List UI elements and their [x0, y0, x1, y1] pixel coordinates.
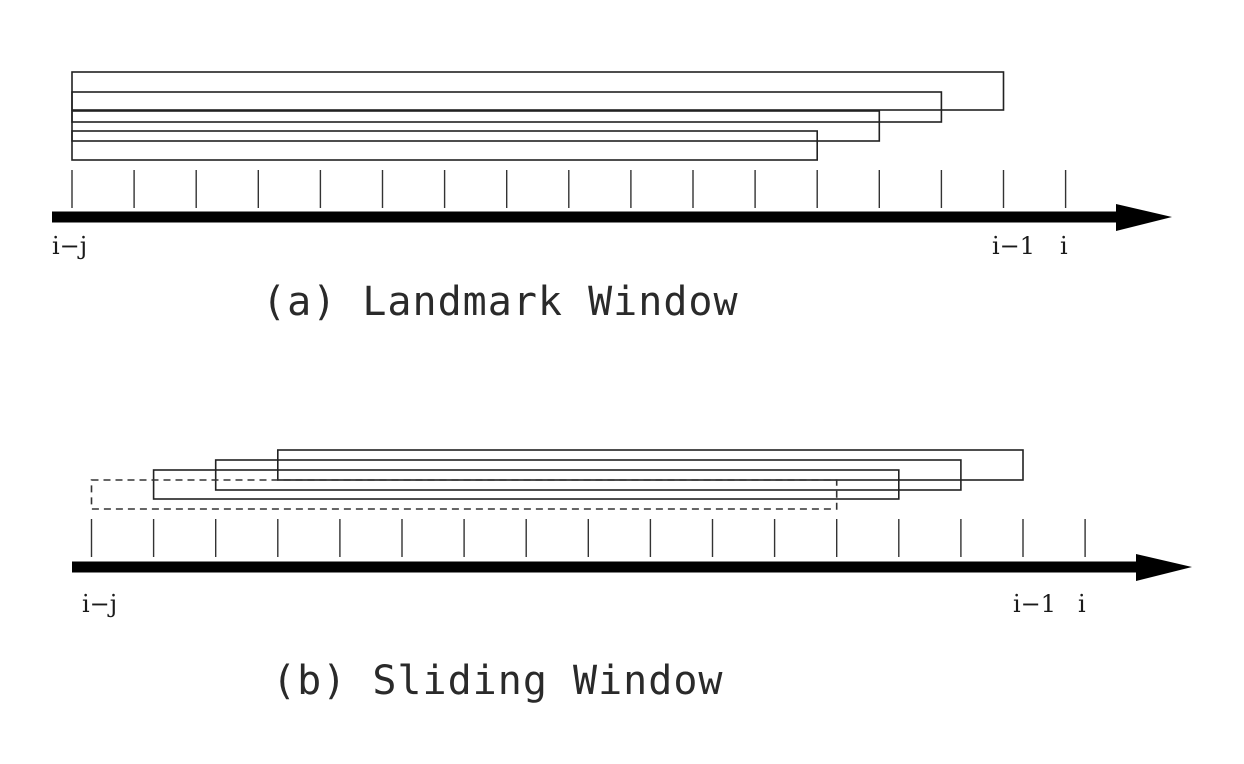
landmark-window-2	[71, 91, 943, 123]
sliding-window-panel: i−j i−1 i (b) Sliding Window	[72, 449, 1192, 704]
landmark-axis-arrowhead	[1116, 204, 1172, 231]
sliding-window-4-expired	[90, 479, 838, 510]
sliding-caption: (b) Sliding Window	[272, 658, 723, 704]
landmark-windows	[71, 71, 1005, 161]
landmark-window-3	[71, 110, 881, 142]
landmark-window-1	[71, 71, 1005, 111]
sliding-label-prev: i−1	[1013, 590, 1056, 618]
landmark-tick-marks	[71, 170, 1067, 208]
landmark-label-start: i−j	[52, 232, 87, 260]
sliding-window-2	[214, 459, 962, 491]
sliding-tick-marks	[90, 519, 1086, 557]
sliding-window-3	[152, 469, 900, 500]
sliding-label-start: i−j	[82, 590, 117, 618]
sliding-windows	[90, 449, 1024, 510]
landmark-window-4	[71, 130, 819, 161]
landmark-window-panel: i−j i−1 i (a) Landmark Window	[52, 71, 1172, 325]
sliding-window-1	[276, 449, 1024, 481]
landmark-label-prev: i−1	[992, 232, 1035, 260]
landmark-label-current: i	[1060, 232, 1068, 260]
landmark-caption: (a) Landmark Window	[262, 279, 739, 325]
sliding-label-current: i	[1078, 590, 1086, 618]
sliding-axis-arrowhead	[1136, 554, 1192, 581]
